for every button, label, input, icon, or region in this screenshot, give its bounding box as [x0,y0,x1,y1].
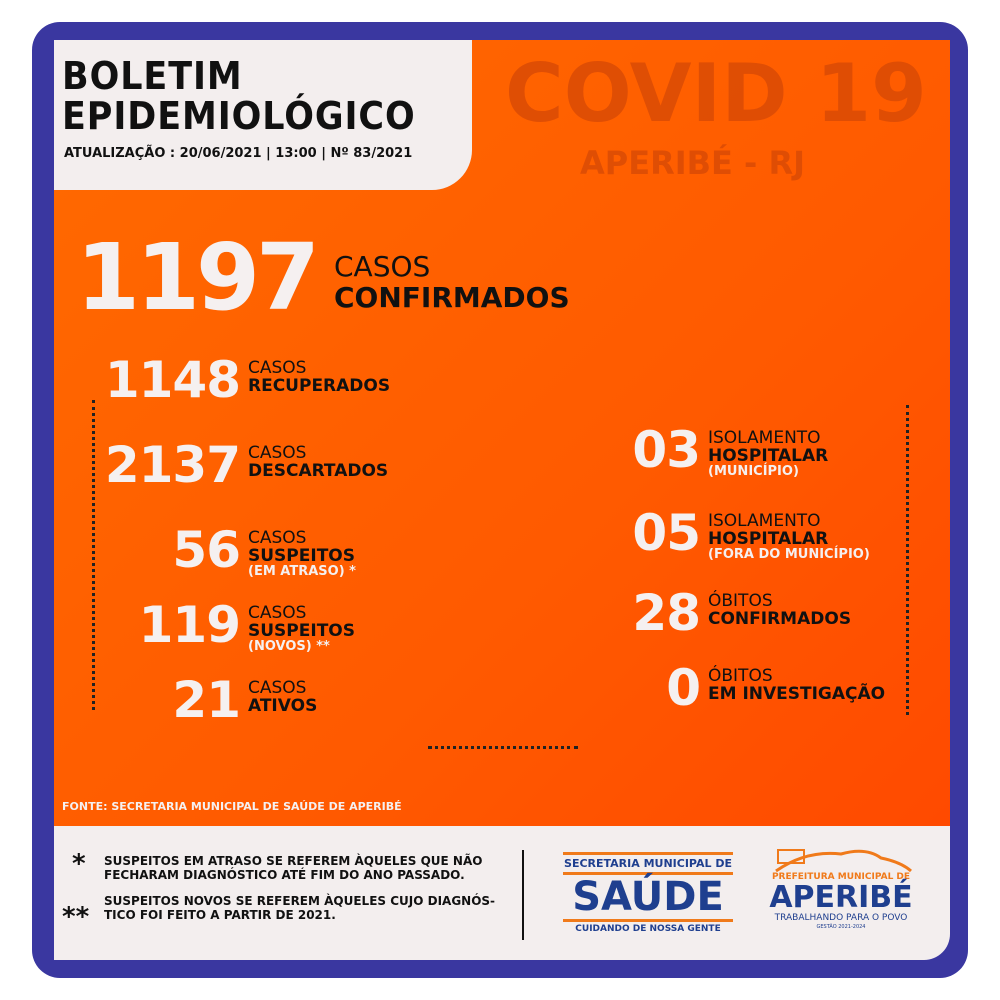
stat-label-2: HOSPITALAR [708,446,829,466]
handshake-hill-icon [775,849,913,872]
stat-label: ISOLAMENTO HOSPITALAR (MUNICÍPIO) [708,429,828,479]
stat-item: 28 ÓBITOS CONFIRMADOS [510,588,851,638]
stat-label-2: DESCARTADOS [248,461,389,481]
logo-prefeitura-top: PREFEITURA MUNICIPAL DE [771,872,911,882]
stat-label: CASOS SUSPEITOS (EM ATRASO) * [248,529,356,579]
stat-value: 0 [666,659,701,717]
stat-label-3: (MUNICÍPIO) [708,464,799,479]
stat-label: CASOS RECUPERADOS [248,359,390,395]
dotted-line-left [92,400,95,710]
stat-label-1: CASOS [248,603,307,623]
note-mark: * [72,849,86,879]
stat-value: 119 [138,596,241,654]
page-title: BOLETIM EPIDEMIOLÓGICO [62,56,416,136]
stat-item: 56 CASOS SUSPEITOS (EM ATRASO) * [50,525,356,579]
stat-item: 05 ISOLAMENTO HOSPITALAR (FORA DO MUNICÍPI… [510,504,870,562]
stat-label-1: ISOLAMENTO [708,428,821,448]
confirmed-l1: CASOS [334,250,431,283]
logo-prefeitura-term: GESTÃO 2021-2024 [816,924,866,930]
logo-saude-top: SECRETARIA MUNICIPAL DE [564,857,732,870]
stat-value: 1148 [104,351,241,409]
stat-value: 05 [632,504,701,562]
dotted-line-bottom [428,746,578,749]
confirmed-value: 1197 [76,224,320,331]
banner-place: APERIBÉ - RJ [580,144,805,182]
footer [54,826,950,960]
stat-label-2: CONFIRMADOS [708,609,852,629]
update-info: ATUALIZAÇÃO : 20/06/2021 | 13:00 | Nº 83… [64,146,413,161]
stat-label-3: (NOVOS) ** [248,639,330,654]
note-2: SUSPEITOS NOVOS SE REFEREM ÀQUELES CUJO … [104,894,495,922]
stat-label: CASOS ATIVOS [248,679,317,715]
stat-label: ISOLAMENTO HOSPITALAR (FORA DO MUNICÍPIO) [708,512,870,562]
stat-label-1: CASOS [248,678,307,698]
logo-saude-main: SAÚDE [572,874,724,920]
stat-label-2: HOSPITALAR [708,529,829,549]
confirmed-l2: CONFIRMADOS [334,281,570,314]
note-1-line2: FECHARAM DIAGNÓSTICO ATÉ FIM DO ANO PASS… [104,868,465,882]
logo-prefeitura: PREFEITURA MUNICIPAL DE APERIBÉ TRABALHA… [766,846,916,931]
stat-item: 2137 CASOS DESCARTADOS [50,440,388,490]
stat-label-1: ISOLAMENTO [708,511,821,531]
stat-value: 28 [632,584,701,642]
stat-label: ÓBITOS CONFIRMADOS [708,592,851,628]
source: FONTE: SECRETARIA MUNICIPAL DE SAÚDE DE … [62,800,402,813]
stat-label: CASOS SUSPEITOS (NOVOS) ** [248,604,355,654]
stat-label-1: CASOS [248,528,307,548]
stat-item: 03 ISOLAMENTO HOSPITALAR (MUNICÍPIO) [510,425,828,479]
stat-label-3: (EM ATRASO) * [248,564,356,579]
logo-saude-bottom: CUIDANDO DE NOSSA GENTE [575,924,721,934]
stat-label-2: EM INVESTIGAÇÃO [708,684,886,704]
stat-label-2: ATIVOS [248,696,318,716]
stat-item: 0 ÓBITOS EM INVESTIGAÇÃO [510,663,885,713]
stat-label-2: SUSPEITOS [248,621,355,641]
stat-label: CASOS DESCARTADOS [248,444,388,480]
logo-prefeitura-main: APERIBÉ [769,880,913,915]
note-mark: ** [62,902,90,932]
stat-item: 21 CASOS ATIVOS [50,675,317,725]
stat-label: ÓBITOS EM INVESTIGAÇÃO [708,667,885,703]
logo-saude: SECRETARIA MUNICIPAL DE SAÚDE CUIDANDO D… [563,852,733,936]
stat-label-1: ÓBITOS [708,591,773,611]
stat-label-1: CASOS [248,443,307,463]
stat-label-2: SUSPEITOS [248,546,355,566]
confirmed-label: CASOS CONFIRMADOS [334,252,570,314]
stat-value: 21 [172,671,241,729]
stat-value: 56 [172,521,241,579]
stat-label-1: CASOS [248,358,307,378]
divider [522,850,524,940]
stat-value: 2137 [104,436,241,494]
stat-label-2: RECUPERADOS [248,376,391,396]
note-1-line1: SUSPEITOS EM ATRASO SE REFEREM ÀQUELES Q… [104,854,483,868]
note-2-line1: SUSPEITOS NOVOS SE REFEREM ÀQUELES CUJO … [104,894,496,908]
title-line1: BOLETIM [62,54,243,98]
stat-item: 1148 CASOS RECUPERADOS [50,355,390,405]
title-line2: EPIDEMIOLÓGICO [62,94,416,138]
stat-label-1: ÓBITOS [708,666,773,686]
dotted-line-right [906,405,909,715]
note-2-line2: TICO FOI FEITO A PARTIR DE 2021. [104,908,336,922]
stat-label-3: (FORA DO MUNICÍPIO) [708,547,870,562]
header-box [54,40,472,190]
note-1: SUSPEITOS EM ATRASO SE REFEREM ÀQUELES Q… [104,854,482,882]
stat-value: 03 [632,421,701,479]
logo-prefeitura-slogan: TRABALHANDO PARA O POVO [774,913,908,923]
banner-title: COVID 19 [505,47,927,140]
stat-item: 119 CASOS SUSPEITOS (NOVOS) ** [50,600,355,654]
